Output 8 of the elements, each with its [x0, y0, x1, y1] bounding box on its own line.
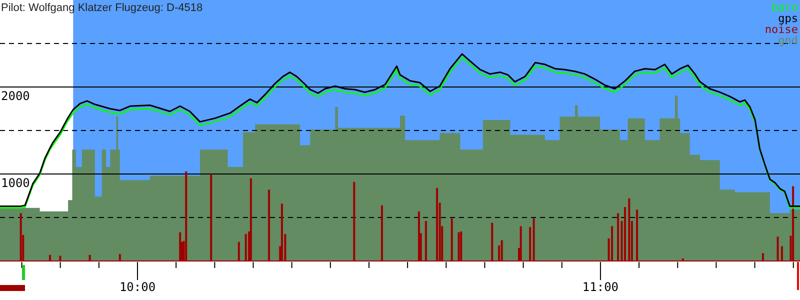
y-tick-label: 1000: [1, 176, 30, 190]
x-tick-label: 11:00: [582, 280, 619, 294]
y-tick-label: 2000: [1, 88, 30, 103]
text: gps: [778, 12, 798, 25]
text: baro: [772, 1, 798, 14]
x-tick-label: 10:00: [119, 280, 156, 294]
text: gnd: [778, 34, 798, 47]
text: noise: [764, 23, 798, 36]
